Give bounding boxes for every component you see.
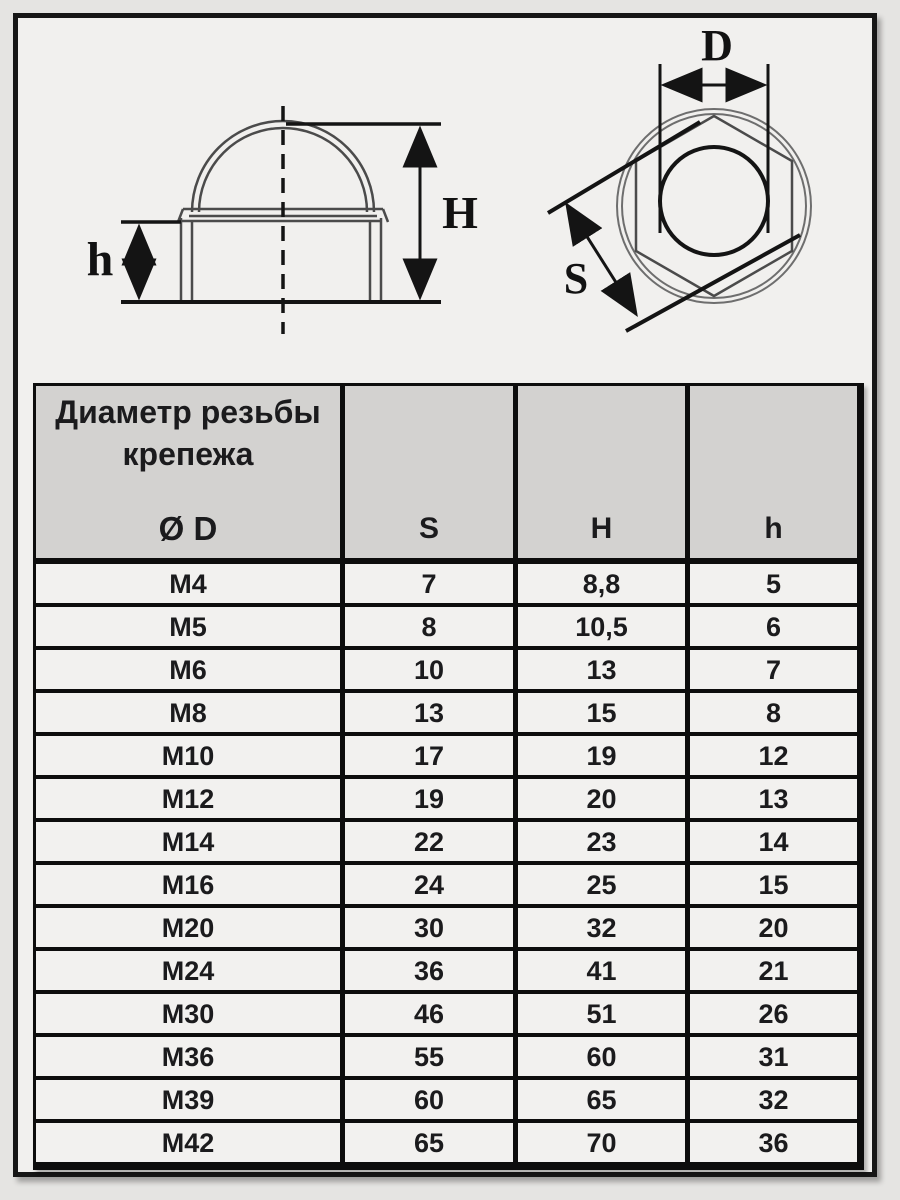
- cell-h-low: 13: [690, 779, 857, 818]
- cell-s: 7: [345, 564, 513, 603]
- spec-table-header-row: Диаметр резьбы крепежа Ø D S H h: [36, 386, 857, 564]
- cell-s: 55: [345, 1037, 513, 1076]
- spec-table-body: M4 7 8,8 5 M5 8 10,5 6 M6 10 13 7 M8 13 …: [36, 564, 857, 1162]
- cell-s: 10: [345, 650, 513, 689]
- cell-s: 60: [345, 1080, 513, 1119]
- cell-s: 30: [345, 908, 513, 947]
- cell-thread: M4: [36, 564, 340, 603]
- header-col-h-cap: H: [518, 386, 685, 558]
- header-thread-diameter-symbol: Ø D: [158, 510, 218, 547]
- flange-right-chamfer: [381, 208, 390, 223]
- cell-h-cap: 60: [518, 1037, 685, 1076]
- technical-drawing-svg: h H D S: [87, 21, 812, 334]
- dim-label-h: h: [87, 233, 114, 286]
- outer-circle: [616, 108, 812, 304]
- header-col-s: S: [345, 386, 513, 558]
- cell-thread: M5: [36, 607, 340, 646]
- cell-thread: M14: [36, 822, 340, 861]
- cell-h-low: 7: [690, 650, 857, 689]
- side-view: h H: [87, 106, 478, 334]
- cell-h-cap: 15: [518, 693, 685, 732]
- header-col-h-low: h: [690, 386, 857, 558]
- cell-h-low: 21: [690, 951, 857, 990]
- cell-thread: M20: [36, 908, 340, 947]
- cell-h-low: 6: [690, 607, 857, 646]
- cell-h-low: 36: [690, 1123, 857, 1162]
- cell-thread: M16: [36, 865, 340, 904]
- cell-thread: M39: [36, 1080, 340, 1119]
- cell-s: 17: [345, 736, 513, 775]
- dome-inner-arc: [197, 126, 369, 213]
- cell-s: 13: [345, 693, 513, 732]
- cell-s: 8: [345, 607, 513, 646]
- cell-thread: M8: [36, 693, 340, 732]
- cell-h-cap: 10,5: [518, 607, 685, 646]
- cell-h-cap: 65: [518, 1080, 685, 1119]
- cell-h-low: 5: [690, 564, 857, 603]
- dim-label-D: D: [701, 21, 733, 70]
- cell-h-low: 15: [690, 865, 857, 904]
- cell-h-cap: 13: [518, 650, 685, 689]
- header-thread-diameter-line1: Диаметр резьбы: [55, 394, 321, 430]
- cell-s: 19: [345, 779, 513, 818]
- dim-S-upper-tangent: [546, 120, 702, 215]
- cell-thread: M30: [36, 994, 340, 1033]
- cell-h-low: 12: [690, 736, 857, 775]
- cell-h-cap: 20: [518, 779, 685, 818]
- cell-thread: M36: [36, 1037, 340, 1076]
- header-thread-diameter-line2: крепежа: [122, 436, 254, 472]
- cell-thread: M6: [36, 650, 340, 689]
- outer-circle-inner-edge: [621, 113, 807, 299]
- dim-label-H: H: [442, 187, 478, 238]
- cell-h-low: 14: [690, 822, 857, 861]
- cell-h-cap: 32: [518, 908, 685, 947]
- cell-h-low: 26: [690, 994, 857, 1033]
- cell-h-cap: 41: [518, 951, 685, 990]
- cell-h-cap: 23: [518, 822, 685, 861]
- cell-h-cap: 51: [518, 994, 685, 1033]
- cell-h-cap: 8,8: [518, 564, 685, 603]
- cell-s: 24: [345, 865, 513, 904]
- cell-s: 46: [345, 994, 513, 1033]
- dim-S-lower-tangent: [625, 233, 801, 333]
- cell-thread: M24: [36, 951, 340, 990]
- cell-h-low: 20: [690, 908, 857, 947]
- cell-s: 36: [345, 951, 513, 990]
- spec-table: Диаметр резьбы крепежа Ø D S H h M4 7 8,…: [33, 383, 864, 1170]
- cell-thread: M10: [36, 736, 340, 775]
- top-view: D S: [546, 21, 812, 333]
- cell-h-cap: 19: [518, 736, 685, 775]
- cell-h-cap: 70: [518, 1123, 685, 1162]
- cell-s: 22: [345, 822, 513, 861]
- cell-h-low: 31: [690, 1037, 857, 1076]
- cell-thread: M42: [36, 1123, 340, 1162]
- cell-h-cap: 25: [518, 865, 685, 904]
- cell-s: 65: [345, 1123, 513, 1162]
- header-thread-diameter: Диаметр резьбы крепежа Ø D: [36, 386, 340, 558]
- cell-h-low: 32: [690, 1080, 857, 1119]
- cell-h-low: 8: [690, 693, 857, 732]
- dim-S-arrow: [565, 202, 638, 317]
- flange-left-chamfer: [176, 208, 185, 223]
- inner-circle: [658, 145, 770, 257]
- dim-label-S: S: [564, 254, 588, 303]
- cell-thread: M12: [36, 779, 340, 818]
